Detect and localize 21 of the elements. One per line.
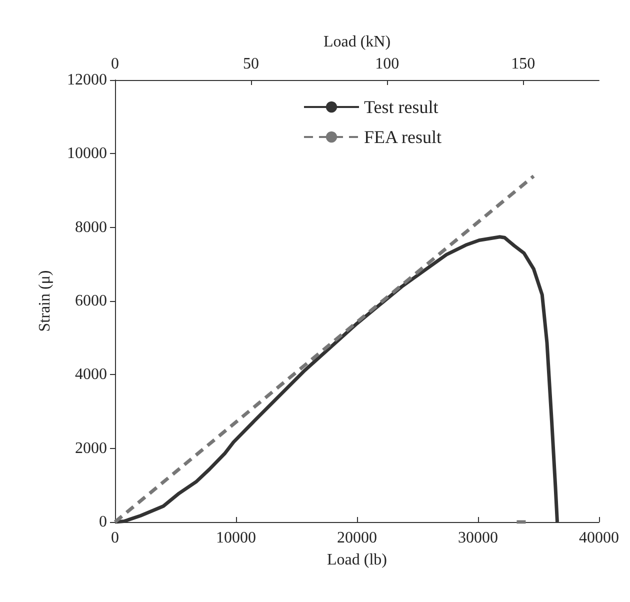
y-tick-label: 12000 <box>67 72 107 88</box>
x2-tick-label: 100 <box>375 56 400 72</box>
x-tick-label: 30000 <box>458 530 498 546</box>
y-tick-label: 10000 <box>67 145 107 162</box>
x-tick-label: 10000 <box>216 530 256 546</box>
y-tick-label: 4000 <box>75 366 107 384</box>
x-tick-label: 20000 <box>337 530 377 546</box>
x-tick-label: 40000 <box>579 530 619 546</box>
x-tick-label: 0 <box>111 530 119 546</box>
x2-tick-label: 50 <box>243 56 260 72</box>
y-tick-label: 6000 <box>75 292 107 310</box>
x-axis-title: Load (lb) <box>327 552 387 568</box>
y-tick-label: 8000 <box>75 218 107 236</box>
legend-label: Test result <box>364 97 438 117</box>
x2-tick-label: 0 <box>111 56 119 72</box>
y-axis-title: Strain (μ) <box>36 270 54 332</box>
legend-label: FEA result <box>364 127 442 147</box>
x2-axis-title: Load (kN) <box>323 34 391 50</box>
y-tick-label: 2000 <box>75 440 107 457</box>
x2-tick-label: 150 <box>511 56 536 72</box>
y-tick-label: 0 <box>99 514 107 530</box>
